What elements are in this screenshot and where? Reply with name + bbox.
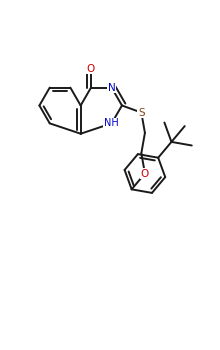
Text: O: O [141, 168, 149, 178]
Text: N: N [108, 83, 116, 93]
Text: S: S [138, 107, 145, 118]
Text: NH: NH [104, 118, 119, 128]
Text: O: O [87, 64, 95, 74]
